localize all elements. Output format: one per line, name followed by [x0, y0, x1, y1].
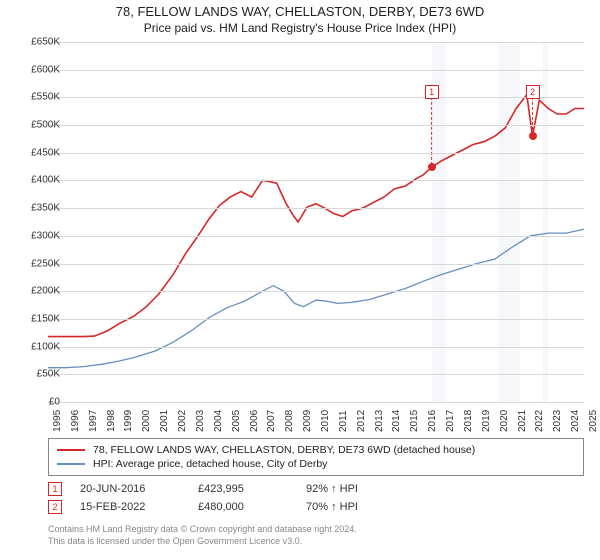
y-axis-tick-label: £400K	[16, 175, 60, 186]
chart-title: 78, FELLOW LANDS WAY, CHELLASTON, DERBY,…	[0, 0, 600, 21]
x-axis-tick-label: 2005	[231, 410, 242, 432]
event-date: 15-FEB-2022	[80, 501, 180, 513]
x-axis-tick-label: 2016	[427, 410, 438, 432]
event-relative: 70% ↑ HPI	[306, 501, 358, 513]
legend-row: HPI: Average price, detached house, City…	[57, 457, 575, 471]
event-price: £480,000	[198, 501, 288, 513]
event-row: 1 20-JUN-2016 £423,995 92% ↑ HPI	[48, 480, 584, 498]
x-axis-tick-label: 2019	[481, 410, 492, 432]
event-marker-on-chart: 1	[425, 85, 439, 99]
x-axis-tick-label: 2014	[391, 410, 402, 432]
x-axis-tick-label: 2023	[552, 410, 563, 432]
x-axis-tick-label: 2010	[320, 410, 331, 432]
chart-container: 78, FELLOW LANDS WAY, CHELLASTON, DERBY,…	[0, 0, 600, 560]
events-table: 1 20-JUN-2016 £423,995 92% ↑ HPI 2 15-FE…	[48, 480, 584, 516]
x-axis-tick-label: 2007	[266, 410, 277, 432]
legend-swatch	[57, 449, 85, 451]
footer: Contains HM Land Registry data © Crown c…	[48, 524, 584, 547]
y-axis-tick-label: £550K	[16, 92, 60, 103]
legend-label: 78, FELLOW LANDS WAY, CHELLASTON, DERBY,…	[93, 444, 475, 456]
x-axis-tick-label: 2017	[445, 410, 456, 432]
y-axis-tick-label: £450K	[16, 147, 60, 158]
x-axis-tick-label: 2008	[284, 410, 295, 432]
event-row: 2 15-FEB-2022 £480,000 70% ↑ HPI	[48, 498, 584, 516]
x-axis-tick-label: 2025	[588, 410, 599, 432]
y-axis-tick-label: £350K	[16, 203, 60, 214]
event-dot	[529, 132, 537, 140]
x-axis-tick-label: 2021	[517, 410, 528, 432]
y-axis-tick-label: £650K	[16, 37, 60, 48]
y-axis-tick-label: £150K	[16, 313, 60, 324]
x-axis-tick-label: 1997	[88, 410, 99, 432]
y-axis-tick-label: £500K	[16, 120, 60, 131]
x-axis-tick-label: 2012	[356, 410, 367, 432]
event-relative: 92% ↑ HPI	[306, 483, 358, 495]
event-marker-on-chart: 2	[526, 85, 540, 99]
x-axis-tick-label: 1995	[52, 410, 63, 432]
x-axis-tick-label: 1999	[123, 410, 134, 432]
x-axis-tick-label: 2020	[499, 410, 510, 432]
event-marker-box: 2	[48, 500, 62, 514]
y-axis-tick-label: £100K	[16, 341, 60, 352]
event-date: 20-JUN-2016	[80, 483, 180, 495]
y-axis-tick-label: £250K	[16, 258, 60, 269]
plot-area: 12	[48, 42, 584, 402]
y-axis-tick-label: £300K	[16, 230, 60, 241]
y-axis-tick-label: £200K	[16, 286, 60, 297]
x-axis-tick-label: 2004	[213, 410, 224, 432]
x-axis-tick-label: 2024	[570, 410, 581, 432]
x-axis-tick-label: 2011	[338, 410, 349, 432]
footer-line: Contains HM Land Registry data © Crown c…	[48, 524, 584, 536]
x-axis-tick-label: 1996	[70, 410, 81, 432]
y-axis-tick-label: £50K	[16, 369, 60, 380]
footer-line: This data is licensed under the Open Gov…	[48, 536, 584, 548]
x-axis-tick-label: 2009	[302, 410, 313, 432]
x-axis-tick-label: 2015	[409, 410, 420, 432]
event-price: £423,995	[198, 483, 288, 495]
y-axis-tick-label: £0	[16, 397, 60, 408]
x-axis-tick-label: 2018	[463, 410, 474, 432]
legend-label: HPI: Average price, detached house, City…	[93, 458, 327, 470]
legend-swatch	[57, 463, 85, 465]
x-axis-tick-label: 2006	[249, 410, 260, 432]
x-axis-tick-label: 2013	[374, 410, 385, 432]
x-axis-tick-label: 1998	[106, 410, 117, 432]
x-axis-tick-label: 2022	[534, 410, 545, 432]
event-dot	[428, 163, 436, 171]
x-axis-tick-label: 2003	[195, 410, 206, 432]
x-axis-tick-label: 2000	[141, 410, 152, 432]
x-axis-tick-label: 2002	[177, 410, 188, 432]
x-axis-tick-label: 2001	[159, 410, 170, 432]
y-axis-tick-label: £600K	[16, 64, 60, 75]
event-marker-box: 1	[48, 482, 62, 496]
legend-row: 78, FELLOW LANDS WAY, CHELLASTON, DERBY,…	[57, 443, 575, 457]
legend: 78, FELLOW LANDS WAY, CHELLASTON, DERBY,…	[48, 438, 584, 476]
chart-subtitle: Price paid vs. HM Land Registry's House …	[0, 21, 600, 37]
